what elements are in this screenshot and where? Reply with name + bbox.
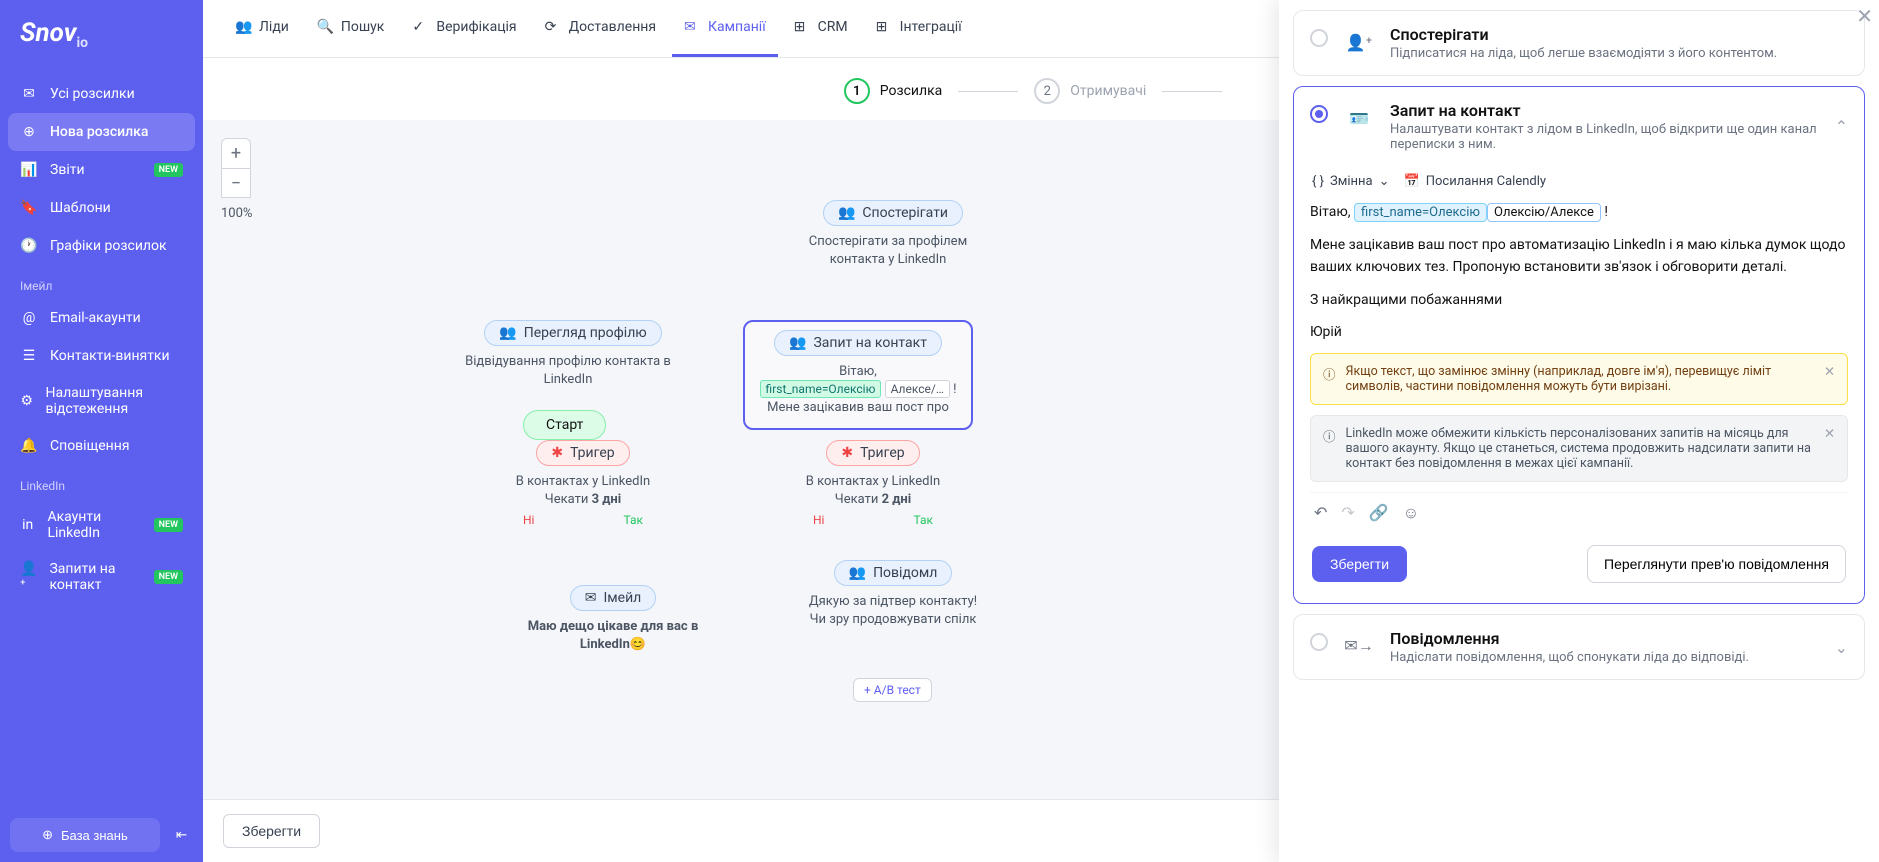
- card-message[interactable]: ✉→ Повідомлення Надіслати повідомлення, …: [1293, 614, 1865, 680]
- users-icon: 👥: [849, 565, 866, 581]
- asterisk-icon: ✱: [551, 445, 563, 461]
- sidebar-section-email: Імейл: [8, 265, 195, 299]
- gear-icon: ⚙: [20, 392, 33, 410]
- topnav-Пошук[interactable]: 🔍Пошук: [305, 1, 397, 57]
- node-trigger-2[interactable]: ✱Тригер В контактах у LinkedInЧекати 2 д…: [783, 440, 963, 527]
- sidebar-item-email-3[interactable]: 🔔Сповіщення: [8, 427, 195, 465]
- radio-observe[interactable]: [1310, 29, 1328, 47]
- close-alert-button[interactable]: ✕: [1824, 426, 1835, 442]
- collapse-sidebar-button[interactable]: ⇤: [170, 821, 193, 849]
- users-icon: 👥: [789, 335, 806, 351]
- info-icon: ⓘ: [1323, 426, 1336, 445]
- zoom-out-button[interactable]: −: [221, 168, 251, 198]
- zoom-in-button[interactable]: +: [221, 138, 251, 168]
- card-observe[interactable]: 👤⁺ Спостерігати Підписатися на ліда, щоб…: [1293, 10, 1865, 76]
- userplus-icon: 👤⁺: [20, 568, 37, 586]
- sidebar-item-main-4[interactable]: 🕐Графіки розсилок: [8, 227, 195, 265]
- send-icon: ✉→: [1342, 629, 1376, 663]
- side-panel: ✕ 👤⁺ Спостерігати Підписатися на ліда, щ…: [1279, 0, 1879, 862]
- sidebar-item-linkedin-1[interactable]: 👤⁺Запити на контактNEW: [8, 551, 195, 603]
- sidebar-item-main-1[interactable]: ⊕Нова розсилка: [8, 113, 195, 151]
- node-email[interactable]: ✉Імейл Маю дещо цікаве для вас в LinkedI…: [513, 585, 713, 654]
- clock-icon: 🕐: [20, 237, 38, 255]
- emoji-button[interactable]: ☺: [1403, 503, 1419, 523]
- node-profile-view[interactable]: 👥Перегляд профілю Відвідування профілю к…: [463, 320, 683, 389]
- chart-icon: 📊: [20, 161, 38, 179]
- calendar-icon: 📅: [1404, 174, 1420, 189]
- id-card-icon: 🪪: [1342, 101, 1376, 135]
- sidebar-item-email-2[interactable]: ⚙Налаштування відстеження: [8, 375, 195, 427]
- mail-icon: ✉: [20, 85, 38, 103]
- globe-icon: ⊕: [42, 827, 53, 843]
- zoom-percent: 100%: [221, 206, 252, 221]
- sidebar-section-linkedin: LinkedIn: [8, 465, 195, 499]
- step-1[interactable]: 1 Розсилка: [844, 78, 943, 104]
- chevron-up-icon: ⌃: [1835, 117, 1848, 136]
- plus-circle-icon: ⊕: [20, 123, 38, 141]
- radio-contact[interactable]: [1310, 105, 1328, 123]
- calendly-link-button[interactable]: 📅Посилання Calendly: [1404, 174, 1547, 189]
- alert-variable-limit: ⓘ Якщо текст, що замінює змінну (наприкл…: [1310, 353, 1848, 405]
- mail-icon: ✉: [585, 590, 597, 606]
- sidebar-nav: ✉Усі розсилки⊕Нова розсилка📊ЗвітиNEW🔖Шаб…: [0, 69, 203, 808]
- message-editor[interactable]: Вітаю, first_name=ОлексіюОлексію/Алексе …: [1310, 201, 1848, 343]
- new-badge: NEW: [154, 163, 183, 177]
- sidebar-item-main-3[interactable]: 🔖Шаблони: [8, 189, 195, 227]
- bookmark-icon: 🔖: [20, 199, 38, 217]
- node-contact-request[interactable]: 👥Запит на контакт Вітаю, first_name=Олек…: [743, 320, 973, 430]
- logo: Snovio: [0, 0, 203, 69]
- variable-dropdown[interactable]: { }Змінна ⌄: [1312, 174, 1390, 189]
- format-toolbar: ↶ ↷ 🔗 ☺: [1310, 492, 1848, 533]
- asterisk-icon: ✱: [841, 445, 853, 461]
- observe-icon: 👤⁺: [1342, 25, 1376, 59]
- node-message[interactable]: 👥Повідомл Дякую за підтвер контакту! Чи …: [803, 560, 983, 629]
- radio-message[interactable]: [1310, 633, 1328, 651]
- info-icon: ⓘ: [1323, 364, 1336, 383]
- alert-linkedin-limit: ⓘ LinkedIn може обмежити кількість персо…: [1310, 415, 1848, 482]
- bell-icon: 🔔: [20, 437, 38, 455]
- topnav-CRM[interactable]: ⊞CRM: [782, 1, 860, 57]
- chevron-down-icon: ⌄: [1835, 638, 1848, 657]
- knowledge-base-button[interactable]: ⊕База знань: [10, 818, 160, 852]
- chevron-down-icon: ⌄: [1379, 174, 1390, 189]
- card-contact-request[interactable]: 🪪 Запит на контакт Налаштувати контакт з…: [1293, 86, 1865, 604]
- link-button[interactable]: 🔗: [1369, 503, 1389, 523]
- sidebar: Snovio ✉Усі розсилки⊕Нова розсилка📊Звіти…: [0, 0, 203, 862]
- sidebar-item-main-0[interactable]: ✉Усі розсилки: [8, 75, 195, 113]
- new-badge: NEW: [154, 570, 183, 584]
- topnav-Верифікація[interactable]: ✓Верифікація: [400, 1, 528, 57]
- sidebar-item-email-1[interactable]: ☰Контакти-винятки: [8, 337, 195, 375]
- sidebar-item-email-0[interactable]: @Email-акаунти: [8, 299, 195, 337]
- at-icon: @: [20, 309, 38, 327]
- close-panel-button[interactable]: ✕: [1856, 4, 1873, 29]
- topnav-Ліди[interactable]: 👥Ліди: [223, 1, 301, 57]
- save-message-button[interactable]: Зберегти: [1312, 546, 1407, 582]
- save-campaign-button[interactable]: Зберегти: [223, 814, 320, 848]
- topnav-Доставлення[interactable]: ⟳Доставлення: [533, 1, 668, 57]
- sidebar-item-main-2[interactable]: 📊ЗвітиNEW: [8, 151, 195, 189]
- linkedin-icon: in: [20, 516, 35, 534]
- users-icon: 👥: [838, 205, 855, 221]
- redo-button[interactable]: ↷: [1341, 503, 1354, 523]
- step-2[interactable]: 2 Отримувачі: [1034, 78, 1146, 104]
- main: 👥Ліди🔍Пошук✓Верифікація⟳Доставлення✉Камп…: [203, 0, 1879, 862]
- braces-icon: { }: [1312, 174, 1324, 189]
- preview-message-button[interactable]: Переглянути прев'ю повідомлення: [1587, 545, 1846, 583]
- users-icon: 👥: [499, 325, 516, 341]
- ab-test-button[interactable]: + A/B тест: [853, 678, 932, 702]
- new-badge: NEW: [154, 518, 183, 532]
- sidebar-item-linkedin-0[interactable]: inАкаунти LinkedInNEW: [8, 499, 195, 551]
- list-icon: ☰: [20, 347, 38, 365]
- node-trigger-1[interactable]: ✱Тригер В контактах у LinkedInЧекати 3 д…: [493, 440, 673, 527]
- node-observe[interactable]: 👥Спостерігати Спостерігати за профілем к…: [783, 200, 1003, 269]
- undo-button[interactable]: ↶: [1314, 503, 1327, 523]
- close-alert-button[interactable]: ✕: [1824, 364, 1835, 380]
- node-start[interactable]: Старт: [523, 410, 606, 440]
- topnav-Інтеграції[interactable]: ⊞Інтеграції: [864, 1, 974, 57]
- topnav-Кампанії[interactable]: ✉Кампанії: [672, 1, 778, 57]
